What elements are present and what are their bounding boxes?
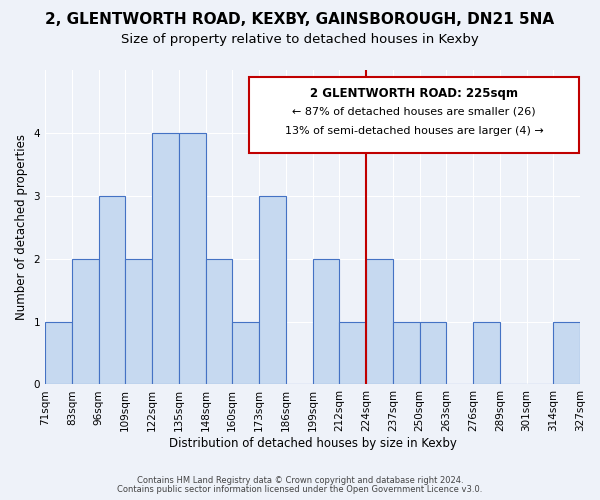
Text: 2 GLENTWORTH ROAD: 225sqm: 2 GLENTWORTH ROAD: 225sqm — [310, 86, 518, 100]
Bar — [419, 322, 446, 384]
Bar — [152, 133, 179, 384]
Bar — [98, 196, 125, 384]
Bar — [393, 322, 419, 384]
Bar — [179, 133, 206, 384]
Bar — [553, 322, 580, 384]
Bar — [232, 322, 259, 384]
Text: 13% of semi-detached houses are larger (4) →: 13% of semi-detached houses are larger (… — [284, 126, 544, 136]
Text: Contains public sector information licensed under the Open Government Licence v3: Contains public sector information licen… — [118, 485, 482, 494]
Y-axis label: Number of detached properties: Number of detached properties — [15, 134, 28, 320]
Bar — [206, 258, 232, 384]
X-axis label: Distribution of detached houses by size in Kexby: Distribution of detached houses by size … — [169, 437, 457, 450]
Bar — [72, 258, 98, 384]
Bar — [259, 196, 286, 384]
Bar — [473, 322, 500, 384]
Bar — [366, 258, 393, 384]
Bar — [45, 322, 72, 384]
Text: Contains HM Land Registry data © Crown copyright and database right 2024.: Contains HM Land Registry data © Crown c… — [137, 476, 463, 485]
Text: Size of property relative to detached houses in Kexby: Size of property relative to detached ho… — [121, 32, 479, 46]
Bar — [313, 258, 339, 384]
Text: 2, GLENTWORTH ROAD, KEXBY, GAINSBOROUGH, DN21 5NA: 2, GLENTWORTH ROAD, KEXBY, GAINSBOROUGH,… — [46, 12, 554, 28]
Bar — [339, 322, 366, 384]
Text: ← 87% of detached houses are smaller (26): ← 87% of detached houses are smaller (26… — [292, 106, 536, 117]
Bar — [125, 258, 152, 384]
